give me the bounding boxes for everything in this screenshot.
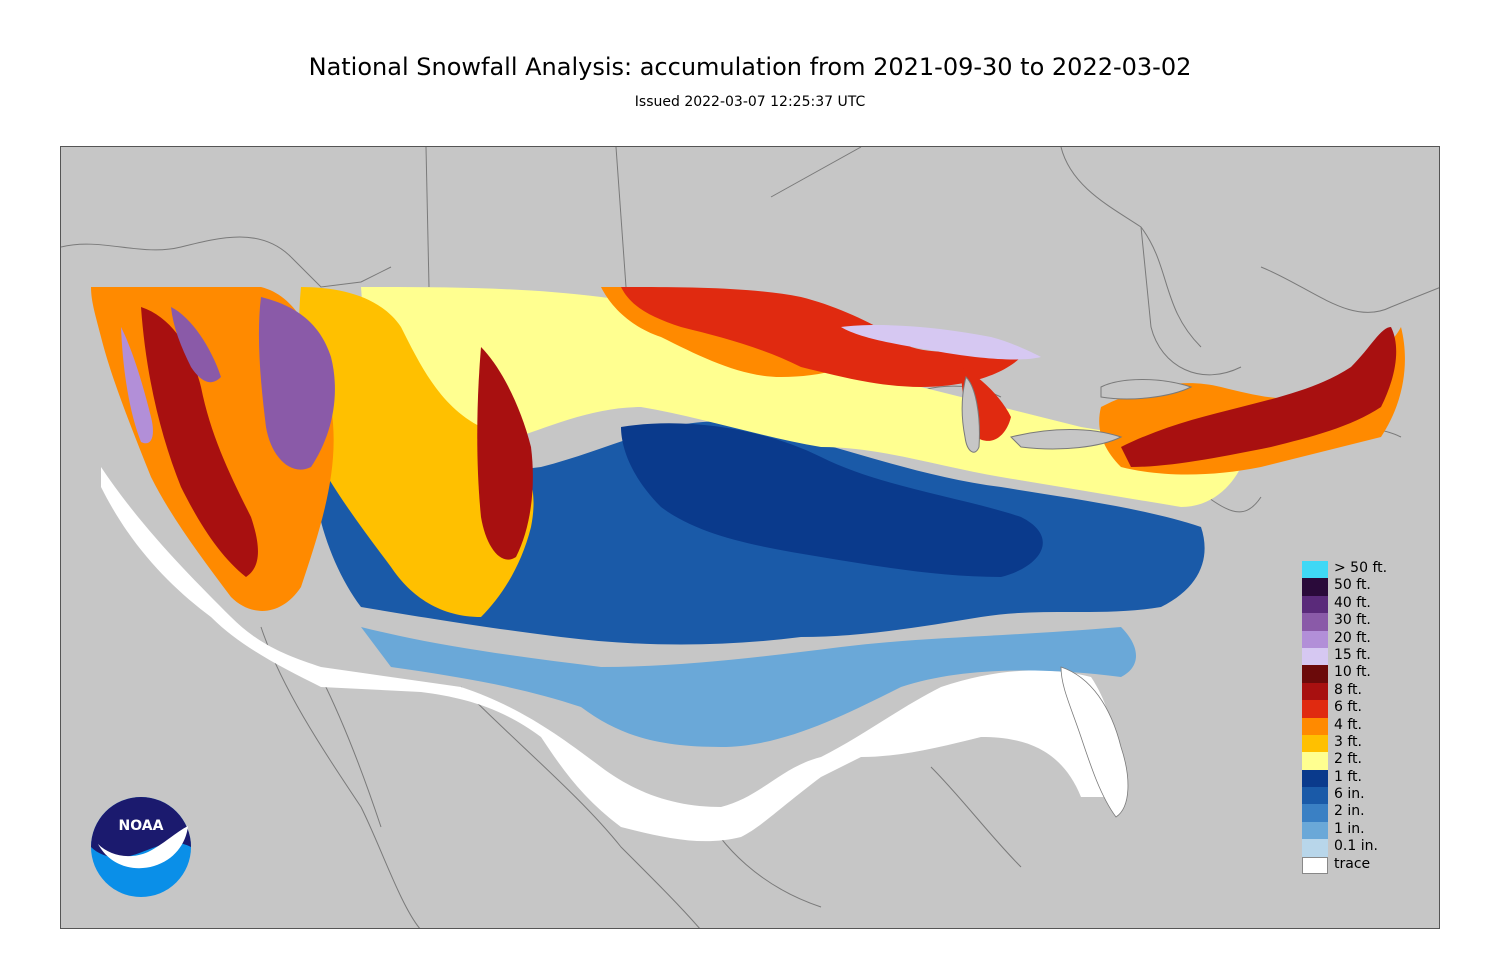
- noaa-logo-text: NOAA: [119, 818, 164, 834]
- legend-swatch: [1302, 734, 1328, 753]
- legend-label: 4 ft.: [1334, 716, 1362, 733]
- legend-swatch: [1302, 561, 1328, 579]
- legend-swatch: [1302, 787, 1328, 805]
- legend-label: 2 ft.: [1334, 751, 1362, 768]
- legend-swatch: [1302, 769, 1328, 788]
- lake-erie: [1010, 429, 1123, 450]
- legend-label: 3 ft.: [1334, 733, 1362, 750]
- legend-swatch: [1302, 804, 1328, 822]
- rockies-high: [258, 297, 335, 470]
- legend-swatch: [1302, 682, 1328, 701]
- lake-michigan: [961, 376, 980, 453]
- noaa-logo: NOAA: [90, 796, 192, 898]
- map-canvas: [61, 147, 1439, 928]
- province-border: [615, 147, 627, 288]
- eight-foot-region: [1121, 327, 1397, 467]
- issued-timestamp: Issued 2022-03-07 12:25:37 UTC: [634, 94, 866, 110]
- legend-label: 30 ft.: [1334, 612, 1371, 629]
- lake-ontario: [1100, 379, 1193, 400]
- chart-title: National Snowfall Analysis: accumulation…: [308, 53, 1192, 81]
- legend-label: 50 ft.: [1334, 577, 1371, 594]
- legend-label: 10 ft.: [1334, 664, 1371, 681]
- legend-swatch: [1302, 578, 1328, 596]
- mexico-coast: [460, 686, 700, 928]
- legend-swatch: [1302, 752, 1328, 770]
- legend-swatch: [1302, 839, 1328, 857]
- province-border: [425, 147, 430, 288]
- legend-swatch: [1302, 595, 1328, 614]
- cascade-peaks: [121, 327, 153, 444]
- three-foot-region: [299, 287, 534, 617]
- legend-label: 1 in.: [1334, 820, 1365, 837]
- trace-region: [101, 467, 1115, 842]
- coastline-bc: [61, 236, 292, 258]
- legend-label: 15 ft.: [1334, 646, 1371, 663]
- legend-label: 2 in.: [1334, 803, 1365, 820]
- two-foot-band: [361, 287, 1241, 507]
- legend-swatch: [1302, 613, 1328, 631]
- legend-swatch: [1302, 647, 1328, 666]
- six-foot-region: [621, 287, 1021, 387]
- cascades-sierra: [141, 307, 258, 577]
- legend-label: > 50 ft.: [1334, 560, 1388, 576]
- legend-label: 0.1 in.: [1334, 838, 1378, 855]
- lake-superior: [841, 325, 1041, 360]
- colorado-rockies: [477, 347, 533, 560]
- snowfall-map: [60, 146, 1440, 929]
- legend-label: 6 ft.: [1334, 699, 1362, 716]
- legend-swatch: [1302, 630, 1328, 648]
- legend-label: 40 ft.: [1334, 594, 1371, 611]
- one-foot-band: [621, 423, 1043, 577]
- legend-swatch: [1302, 717, 1328, 735]
- legend-label: 8 ft.: [1334, 681, 1362, 698]
- legend-swatch: [1302, 665, 1328, 683]
- legend-swatch: [1302, 856, 1328, 875]
- legend-label: 1 ft.: [1334, 768, 1362, 785]
- light-snow-band: [361, 627, 1136, 747]
- legend-swatch: [1302, 700, 1328, 718]
- legend-label: 20 ft.: [1334, 629, 1371, 646]
- legend-swatch: [1302, 821, 1328, 840]
- legend-label: trace: [1334, 855, 1371, 872]
- noaa-logo-icon: NOAA: [91, 797, 191, 897]
- florida: [1060, 666, 1129, 818]
- legend-label: 6 in.: [1334, 786, 1365, 803]
- baja-coast: [260, 626, 421, 928]
